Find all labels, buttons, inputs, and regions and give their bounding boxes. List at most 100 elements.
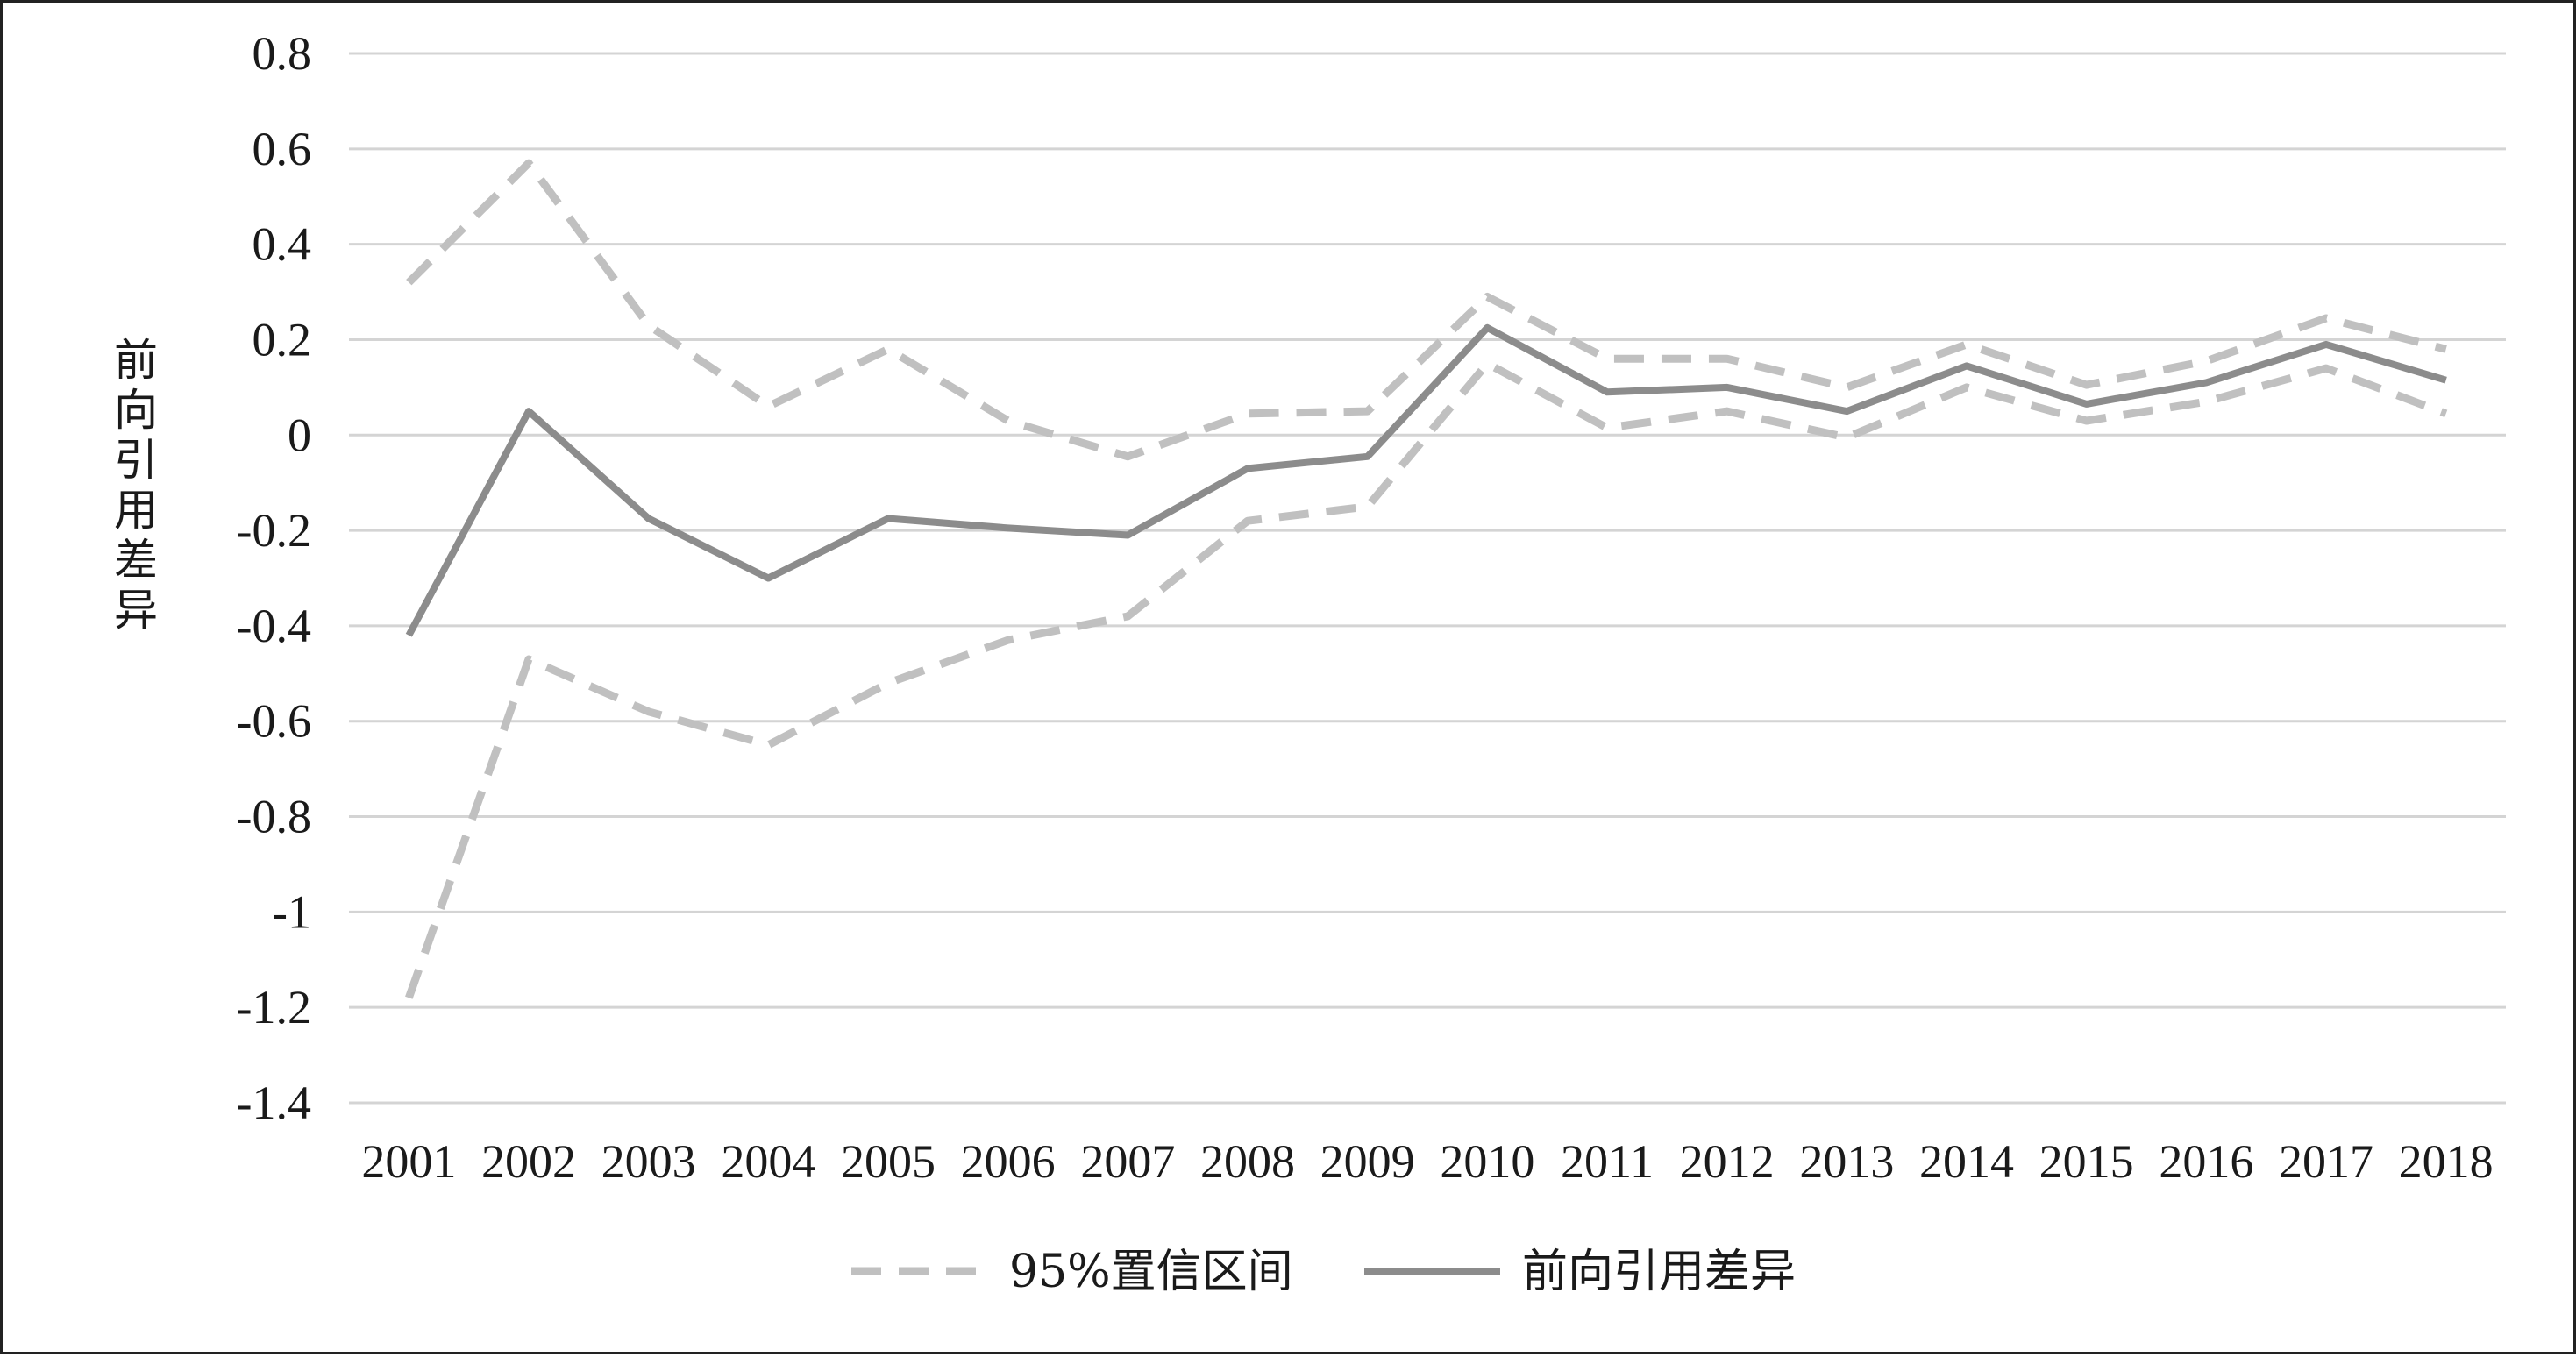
- y-axis-ticks: 0.8 0.6 0.4 0.2 0 -0.2 -0.4 -0.6 -0.8 -1 -1.2 -1.4: [237, 27, 311, 1129]
- x-tick-label: 2009: [1320, 1135, 1415, 1188]
- data-point: [1124, 532, 1131, 539]
- y-axis-label-char: 前: [114, 335, 158, 386]
- y-tick-label: 0.8: [253, 27, 312, 80]
- y-tick-label: -1.4: [237, 1076, 311, 1129]
- x-tick-label: 2008: [1200, 1135, 1295, 1188]
- data-point: [2202, 379, 2210, 386]
- x-tick-label: 2012: [1680, 1135, 1775, 1188]
- y-axis-label-char: 用: [114, 485, 158, 536]
- y-tick-label: -0.2: [237, 504, 311, 557]
- data-point: [765, 575, 772, 582]
- data-point: [1843, 408, 1850, 415]
- data-point: [525, 160, 532, 167]
- y-tick-label: 0.6: [253, 123, 312, 175]
- confidence-interval-line: [406, 159, 2447, 461]
- x-tick-label: 2005: [841, 1135, 936, 1188]
- y-tick-label: -0.6: [237, 695, 311, 748]
- data-point: [1724, 408, 1731, 415]
- data-point: [1244, 517, 1251, 524]
- data-point: [1963, 362, 1970, 369]
- data-point: [885, 679, 892, 686]
- y-tick-label: 0.2: [253, 313, 312, 366]
- data-point: [1005, 524, 1012, 531]
- line-chart: 0.80.60.40.20-0.2-0.4-0.6-0.8-1-1.2-1.4 …: [114, 27, 2506, 1298]
- data-point: [2202, 358, 2210, 365]
- x-tick-label: 2007: [1080, 1135, 1175, 1188]
- data-point: [765, 403, 772, 410]
- data-point: [525, 656, 532, 663]
- data-point: [2083, 381, 2090, 388]
- data-point: [645, 708, 652, 715]
- y-tick-label: -1: [272, 885, 311, 938]
- data-point: [645, 515, 652, 522]
- data-point: [1724, 355, 1731, 362]
- x-tick-label: 2001: [361, 1135, 456, 1188]
- data-point: [405, 994, 412, 1001]
- data-point: [1244, 410, 1251, 417]
- data-point: [2443, 377, 2450, 384]
- y-tick-label: -1.2: [237, 981, 311, 1034]
- data-point: [1484, 360, 1491, 367]
- legend-label: 前向引用差异: [1522, 1246, 1796, 1298]
- legend-label: 95%置信区间: [1009, 1246, 1293, 1298]
- data-point: [2083, 417, 2090, 424]
- x-tick-label: 2016: [2159, 1135, 2253, 1188]
- x-tick-label: 2013: [1799, 1135, 1894, 1188]
- data-point: [1963, 384, 1970, 391]
- y-tick-label: -0.4: [237, 600, 311, 652]
- data-point: [765, 742, 772, 749]
- data-point: [1484, 293, 1491, 300]
- x-tick-label: 2002: [481, 1135, 576, 1188]
- data-point: [1005, 417, 1012, 424]
- data-point: [1604, 355, 1611, 362]
- data-point: [2202, 398, 2210, 405]
- data-point: [1244, 465, 1251, 472]
- data-point: [1124, 613, 1131, 620]
- data-point: [2083, 401, 2090, 408]
- x-tick-label: 2004: [721, 1135, 815, 1188]
- x-tick-label: 2015: [2039, 1135, 2134, 1188]
- data-point: [885, 345, 892, 352]
- x-tick-label: 2018: [2399, 1135, 2494, 1188]
- x-tick-label: 2017: [2279, 1135, 2373, 1188]
- data-point: [1124, 453, 1131, 460]
- data-point: [1364, 503, 1371, 510]
- x-tick-label: 2011: [1561, 1135, 1654, 1188]
- data-point: [2443, 345, 2450, 352]
- data-point: [1604, 388, 1611, 395]
- y-tick-label: 0: [288, 409, 311, 461]
- data-point: [1843, 434, 1850, 441]
- data-point: [1963, 341, 1970, 348]
- y-axis-label: 前向引用差异: [114, 335, 158, 636]
- data-point: [1005, 636, 1012, 643]
- data-point: [2323, 365, 2330, 372]
- x-tick-label: 2014: [1919, 1135, 2014, 1188]
- y-axis-label-char: 引: [114, 435, 158, 486]
- data-point: [2323, 341, 2330, 348]
- data-point: [1364, 408, 1371, 415]
- data-point: [1604, 424, 1611, 431]
- legend: 95%置信区间 前向引用差异: [851, 1246, 1796, 1298]
- y-tick-label: 0.4: [253, 218, 312, 271]
- confidence-interval-line: [405, 359, 2448, 999]
- data-point: [2443, 410, 2450, 417]
- series-lines: [405, 159, 2450, 1001]
- data-point: [645, 322, 652, 329]
- data-point: [885, 515, 892, 522]
- gridlines: [349, 52, 2506, 1105]
- data-point: [1364, 453, 1371, 460]
- x-tick-label: 2010: [1440, 1135, 1534, 1188]
- data-point: [2323, 315, 2330, 322]
- x-tick-label: 2006: [961, 1135, 1056, 1188]
- x-tick-label: 2003: [601, 1135, 696, 1188]
- x-axis-ticks: 2001 2002 2003 2004 2005 2006 2007 2008 2009 2010…: [361, 1135, 2493, 1188]
- y-axis-label-char: 向: [114, 385, 158, 436]
- data-point: [1843, 384, 1850, 391]
- y-tick-label: -0.8: [237, 791, 311, 843]
- data-point: [405, 279, 412, 286]
- data-point: [405, 632, 412, 639]
- citation-difference-line: [405, 323, 2447, 637]
- y-axis-label-char: 异: [114, 585, 158, 636]
- data-point: [1724, 384, 1731, 391]
